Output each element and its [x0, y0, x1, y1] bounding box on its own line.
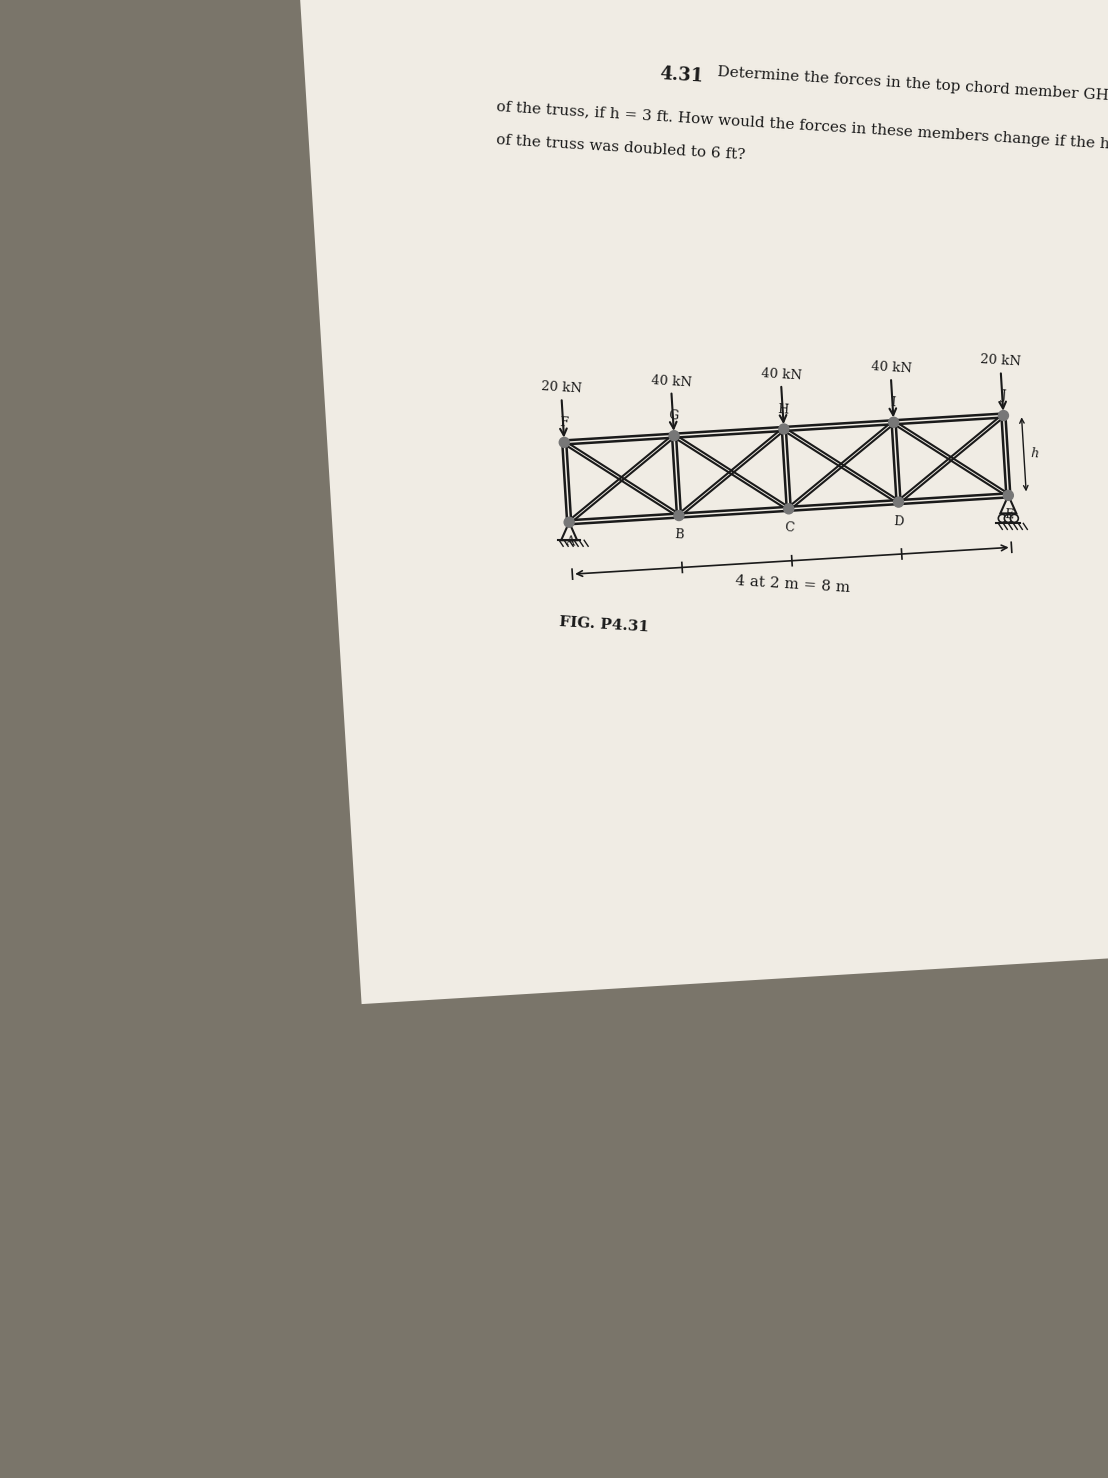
Circle shape [779, 424, 789, 435]
Text: 20 kN: 20 kN [981, 353, 1022, 370]
Circle shape [1004, 491, 1014, 501]
Circle shape [1004, 514, 1013, 522]
Text: G: G [668, 409, 679, 423]
Circle shape [564, 517, 574, 528]
Polygon shape [300, 0, 1108, 1004]
Text: 40 kN: 40 kN [760, 367, 802, 383]
Text: 40 kN: 40 kN [650, 374, 692, 389]
Text: E: E [1004, 508, 1014, 522]
Circle shape [560, 437, 570, 448]
Circle shape [998, 411, 1008, 421]
Text: D: D [893, 514, 904, 528]
Text: J: J [1001, 389, 1006, 402]
Text: 4.31: 4.31 [659, 65, 704, 86]
Circle shape [674, 510, 684, 520]
Circle shape [1010, 514, 1018, 522]
Text: of the truss, if h = 3 ft. How would the forces in these members change if the h: of the truss, if h = 3 ft. How would the… [496, 101, 1108, 155]
Text: 40 kN: 40 kN [871, 361, 912, 375]
Text: FIG. P4.31: FIG. P4.31 [558, 615, 649, 634]
Text: 4 at 2 m = 8 m: 4 at 2 m = 8 m [735, 573, 850, 596]
Text: I: I [891, 396, 896, 409]
Text: Determine the forces in the top chord member GH and the bottom chord member BC: Determine the forces in the top chord me… [717, 65, 1108, 120]
Text: C: C [784, 522, 794, 535]
Circle shape [669, 430, 679, 440]
Text: A: A [565, 535, 574, 548]
Text: 20 kN: 20 kN [541, 380, 583, 396]
Circle shape [889, 417, 899, 427]
Text: H: H [778, 402, 789, 417]
Text: of the truss was doubled to 6 ft?: of the truss was doubled to 6 ft? [496, 133, 746, 163]
Text: B: B [675, 528, 685, 542]
Polygon shape [561, 522, 577, 541]
Text: F: F [560, 417, 568, 430]
Circle shape [893, 497, 903, 507]
Circle shape [783, 504, 793, 514]
Polygon shape [1001, 495, 1016, 513]
Circle shape [998, 514, 1006, 522]
Text: h: h [1030, 448, 1039, 461]
